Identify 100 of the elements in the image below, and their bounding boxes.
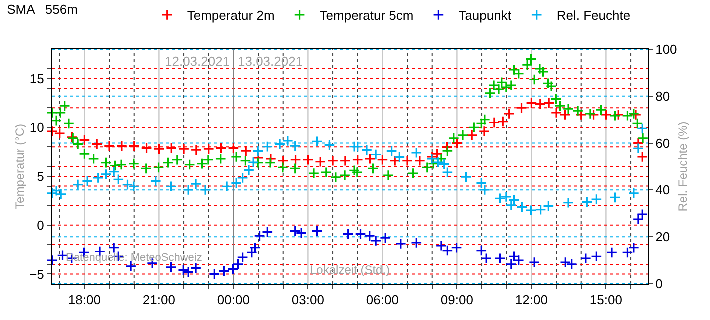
point bbox=[218, 266, 230, 277]
y2-tick-label: 20 bbox=[656, 230, 670, 245]
point bbox=[327, 155, 339, 167]
point bbox=[414, 155, 426, 167]
point bbox=[262, 141, 274, 152]
point bbox=[262, 226, 274, 238]
point bbox=[72, 179, 84, 190]
point bbox=[452, 138, 463, 149]
point bbox=[108, 242, 120, 254]
point bbox=[228, 142, 240, 154]
point bbox=[410, 147, 422, 159]
chart-title: SMA 556m bbox=[7, 2, 78, 17]
point bbox=[610, 192, 621, 204]
point bbox=[550, 107, 562, 119]
point bbox=[221, 180, 233, 192]
point bbox=[342, 228, 354, 240]
point bbox=[494, 192, 506, 204]
point bbox=[312, 226, 323, 237]
x-tick-label: 00:00 bbox=[217, 292, 250, 308]
point bbox=[590, 194, 602, 206]
point bbox=[252, 146, 264, 157]
point bbox=[125, 260, 137, 272]
point bbox=[526, 98, 538, 109]
point bbox=[237, 252, 248, 264]
point bbox=[632, 142, 644, 154]
point bbox=[622, 247, 634, 258]
point bbox=[92, 172, 104, 184]
point bbox=[506, 258, 518, 270]
y-tick-label: 10 bbox=[30, 120, 44, 136]
y2-axis-title: Rel. Feuchte (%) bbox=[676, 122, 690, 212]
point bbox=[451, 242, 462, 254]
point bbox=[265, 153, 277, 165]
point bbox=[562, 197, 574, 209]
point bbox=[606, 247, 618, 258]
point bbox=[516, 102, 528, 114]
y-axis-title: Temperatur (°C) bbox=[12, 124, 27, 210]
point bbox=[141, 142, 152, 154]
point bbox=[312, 136, 323, 148]
legend-label: Temperatur 2m bbox=[187, 8, 275, 24]
point bbox=[166, 142, 178, 154]
point bbox=[590, 250, 602, 262]
point bbox=[488, 117, 500, 128]
point bbox=[203, 143, 215, 155]
point bbox=[46, 188, 58, 200]
point bbox=[314, 156, 326, 168]
annotation: Lokalzeit (Std.) bbox=[310, 263, 390, 277]
point bbox=[410, 237, 422, 249]
point bbox=[208, 268, 220, 280]
point bbox=[380, 232, 392, 244]
point bbox=[240, 145, 252, 157]
point bbox=[395, 238, 407, 250]
point bbox=[166, 262, 177, 274]
point bbox=[190, 144, 202, 156]
point bbox=[91, 138, 103, 150]
point bbox=[230, 177, 242, 189]
point bbox=[581, 196, 593, 208]
point bbox=[340, 155, 352, 167]
y-tick-label: −5 bbox=[30, 266, 44, 282]
point bbox=[442, 166, 454, 178]
point bbox=[466, 130, 478, 142]
y2-tick-label: 0 bbox=[656, 276, 663, 292]
y-tick-label: 15 bbox=[30, 71, 44, 86]
legend-label: Temperatur 5cm bbox=[320, 8, 414, 24]
point bbox=[402, 155, 414, 167]
point bbox=[228, 264, 239, 276]
point bbox=[116, 140, 128, 152]
y2-tick-label: 60 bbox=[656, 136, 670, 151]
point bbox=[636, 123, 648, 134]
legend-label: Taupunkt bbox=[458, 8, 512, 24]
legend-label: Rel. Feuchte bbox=[556, 8, 631, 24]
point bbox=[516, 202, 528, 213]
point bbox=[216, 142, 227, 154]
point bbox=[364, 153, 376, 165]
point bbox=[100, 168, 112, 180]
point bbox=[442, 141, 453, 153]
point bbox=[535, 204, 546, 216]
point bbox=[254, 230, 266, 242]
point bbox=[534, 98, 546, 110]
point bbox=[460, 171, 472, 183]
point bbox=[243, 164, 255, 176]
point bbox=[182, 184, 194, 196]
y2-tick-label: 100 bbox=[656, 42, 678, 57]
annotation: 13.03.2021 bbox=[238, 54, 304, 69]
point bbox=[377, 154, 388, 166]
point bbox=[504, 108, 516, 120]
x-tick-label: 09:00 bbox=[440, 292, 474, 308]
point bbox=[104, 140, 116, 152]
point bbox=[632, 214, 644, 226]
point bbox=[46, 126, 58, 138]
point bbox=[542, 200, 554, 212]
y2-tick-label: 40 bbox=[656, 182, 670, 198]
point bbox=[178, 143, 190, 155]
x-tick-label: 18:00 bbox=[68, 292, 101, 308]
point bbox=[302, 154, 314, 166]
point bbox=[190, 178, 202, 190]
point bbox=[128, 140, 140, 152]
point bbox=[82, 176, 94, 187]
point bbox=[600, 109, 612, 121]
x-tick-label: 06:00 bbox=[366, 292, 399, 308]
point bbox=[497, 116, 509, 128]
